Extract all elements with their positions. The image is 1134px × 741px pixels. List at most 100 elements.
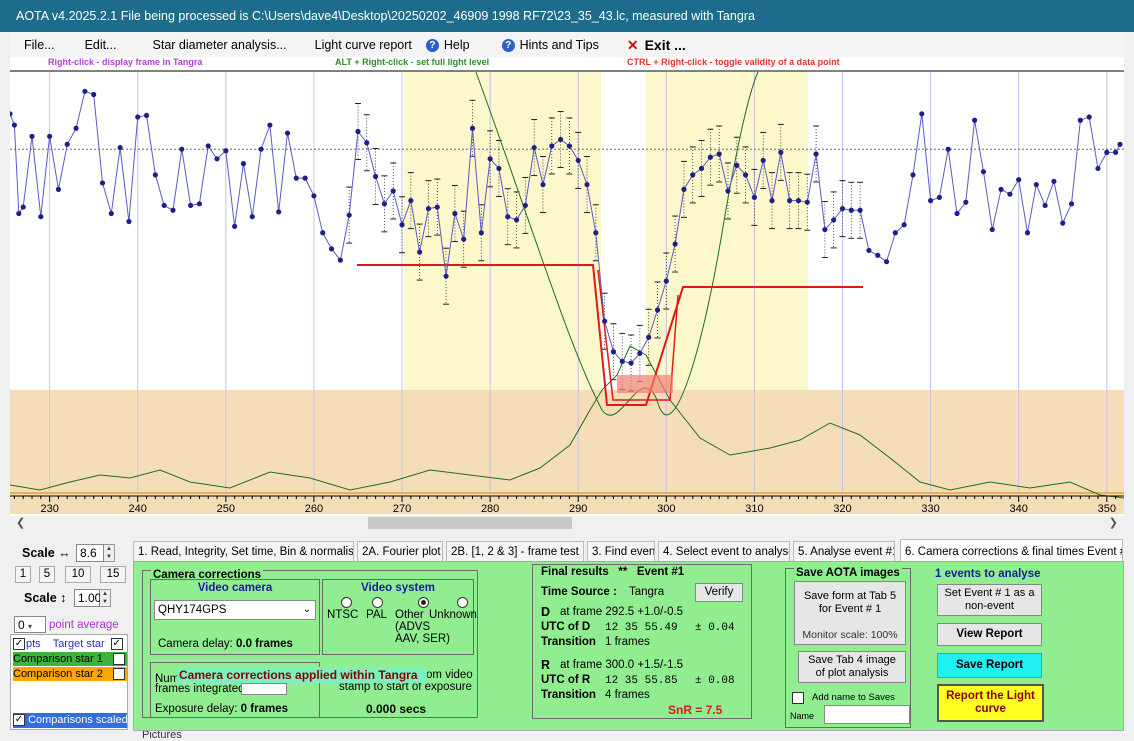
camera-select[interactable]: QHY174GPS ⌄ bbox=[154, 600, 316, 620]
data-point-322 bbox=[857, 207, 863, 213]
tab-select-event[interactable]: 4. Select event to analyse bbox=[658, 541, 790, 561]
data-point-280 bbox=[487, 156, 493, 162]
data-point-286 bbox=[540, 181, 546, 188]
chevron-down-icon: ▾ bbox=[28, 622, 33, 631]
tab-frame-test[interactable]: 2B. [1, 2 & 3] - frame test bbox=[446, 541, 584, 561]
tab-read[interactable]: 1. Read, Integrity, Set time, Bin & norm… bbox=[133, 541, 354, 561]
x-tick-label-330: 330 bbox=[921, 503, 939, 515]
data-point-244 bbox=[170, 207, 176, 213]
data-point-292 bbox=[593, 230, 599, 236]
menu-star-diameter[interactable]: Star diameter analysis... bbox=[152, 38, 287, 52]
final-results-event: Event #1 bbox=[636, 566, 685, 578]
view-report-button[interactable]: View Report bbox=[937, 623, 1042, 646]
scale-v-spinner-icon[interactable]: ▲ ▼ bbox=[100, 589, 111, 607]
pal-radio[interactable] bbox=[372, 597, 383, 608]
x-axis: 230 240 250 260 270 280 290 300 310 320 330 340 350 bbox=[10, 495, 1124, 515]
comparison-star-2-checkbox[interactable] bbox=[113, 668, 125, 680]
scrollbar-thumb[interactable] bbox=[368, 517, 572, 529]
tab-find-events[interactable]: 3. Find events bbox=[587, 541, 655, 561]
ntsc-radio[interactable] bbox=[341, 597, 352, 608]
point-average-select[interactable]: 0 ▾ bbox=[14, 616, 46, 633]
scroll-right-icon[interactable]: ❯ bbox=[1108, 517, 1118, 529]
comparison-star-1-row: Comparison star 1 bbox=[13, 652, 127, 666]
data-point-293 bbox=[602, 318, 608, 324]
scale-button-15[interactable]: 15 bbox=[100, 566, 126, 583]
verify-button[interactable]: Verify bbox=[695, 583, 743, 602]
add-name-checkbox[interactable] bbox=[792, 692, 804, 704]
report-light-curve-button[interactable]: Report the Light curve bbox=[937, 684, 1044, 722]
comparison-star-2-label: Comparison star 2 bbox=[13, 668, 103, 680]
transition-d-label: Transition bbox=[541, 636, 596, 648]
data-point-314 bbox=[787, 198, 793, 204]
data-point-265 bbox=[355, 128, 361, 135]
hint-ctrl-right-click: CTRL + Right-click - toggle validity of … bbox=[627, 57, 840, 67]
set-nonevent-button[interactable]: Set Event # 1 as a non-event bbox=[937, 584, 1042, 616]
scale-v-input[interactable]: 1.00 bbox=[74, 589, 101, 607]
save-tab5-button[interactable]: Save form at Tab 5 for Event # 1 bbox=[795, 582, 905, 624]
menu-edit[interactable]: Edit... bbox=[84, 38, 117, 52]
pts-checkbox[interactable]: ✓ bbox=[13, 638, 25, 650]
data-point-226.5 bbox=[16, 210, 22, 217]
event-region-right bbox=[646, 72, 808, 390]
data-point-254 bbox=[258, 146, 264, 152]
event-bottom-zone bbox=[617, 375, 673, 393]
snr-value: SnR = 7.5 bbox=[668, 703, 723, 717]
menu-exit[interactable]: ✕ Exit ... bbox=[627, 37, 686, 54]
tab-camera-corrections[interactable]: 6. Camera corrections & final times Even… bbox=[900, 539, 1123, 561]
scale-h-spinner-icon[interactable]: ▲ ▼ bbox=[104, 544, 115, 562]
data-point-266 bbox=[364, 140, 370, 146]
tab-analyse-event[interactable]: 5. Analyse event #1 bbox=[793, 541, 895, 561]
data-point-261 bbox=[320, 230, 326, 236]
save-tab4-button[interactable]: Save Tab 4 image of plot analysis bbox=[798, 651, 906, 683]
offset-seconds: 0.000 secs bbox=[366, 702, 427, 716]
camera-delay: Camera delay: 0.0 frames bbox=[158, 638, 293, 650]
comparison-star-2-row: Comparison star 2 bbox=[13, 667, 127, 681]
x-tick-label-230: 230 bbox=[40, 503, 58, 515]
save-report-button[interactable]: Save Report bbox=[937, 653, 1042, 678]
data-point-317 bbox=[813, 151, 819, 157]
name-input[interactable] bbox=[824, 705, 910, 724]
menu-file[interactable]: File... bbox=[24, 38, 55, 52]
monitor-scale: Monitor scale: 100% bbox=[802, 629, 898, 641]
scale-h-input[interactable]: 8.6 bbox=[76, 544, 104, 562]
scroll-left-icon[interactable]: ❮ bbox=[16, 517, 26, 529]
data-point-287 bbox=[549, 143, 555, 149]
plot-scrollbar[interactable]: ❮ ❯ bbox=[10, 516, 1124, 530]
scale-button-5[interactable]: 5 bbox=[39, 566, 55, 583]
comparisons-scaled-checkbox[interactable]: ✓ bbox=[13, 714, 25, 727]
comparison-star-1-checkbox[interactable] bbox=[113, 653, 125, 665]
data-point-228 bbox=[29, 133, 35, 139]
d-label: D bbox=[541, 605, 551, 619]
data-point-335 bbox=[972, 117, 978, 123]
light-curve-svg[interactable]: 230 240 250 260 270 280 290 300 310 320 330 340 350 bbox=[10, 70, 1124, 516]
data-point-268 bbox=[381, 201, 388, 207]
scale-button-1[interactable]: 1 bbox=[15, 566, 31, 583]
menu-hints[interactable]: ? Hints and Tips bbox=[501, 38, 599, 52]
menu-light-curve-report[interactable]: Light curve report bbox=[314, 38, 412, 52]
data-point-250 bbox=[223, 148, 229, 154]
chevron-down-icon: ⌄ bbox=[302, 604, 311, 615]
data-point-283 bbox=[513, 217, 520, 223]
other-radio[interactable] bbox=[418, 597, 429, 608]
frames-integrated-input[interactable] bbox=[241, 683, 287, 695]
unknown-radio[interactable] bbox=[457, 597, 468, 608]
tab-fourier[interactable]: 2A. Fourier plot bbox=[357, 541, 443, 561]
data-point-310 bbox=[751, 194, 758, 200]
data-point-321 bbox=[848, 207, 854, 213]
light-curve-plot[interactable]: 230 240 250 260 270 280 290 300 310 320 330 340 350 bbox=[10, 70, 1124, 516]
menu-help[interactable]: ? Help bbox=[425, 38, 470, 52]
transition-r-label: Transition bbox=[541, 689, 596, 701]
target-star-checkbox[interactable]: ✓ bbox=[110, 638, 123, 650]
data-point-299 bbox=[654, 307, 661, 313]
data-point-231 bbox=[55, 186, 62, 192]
point-average-value: 0 bbox=[18, 618, 25, 632]
x-tick-label-350: 350 bbox=[1098, 503, 1116, 515]
menu-exit-label: Exit ... bbox=[644, 37, 686, 53]
data-point-289 bbox=[566, 143, 573, 149]
camera-corrections-group: Camera corrections Video camera QHY174GP… bbox=[142, 569, 478, 718]
from-video-label: from video bbox=[419, 669, 473, 681]
exposure-delay-label: Exposure delay: bbox=[155, 703, 238, 715]
data-point-264 bbox=[346, 212, 352, 218]
data-point-308 bbox=[734, 162, 740, 168]
scale-button-10[interactable]: 10 bbox=[65, 566, 91, 583]
